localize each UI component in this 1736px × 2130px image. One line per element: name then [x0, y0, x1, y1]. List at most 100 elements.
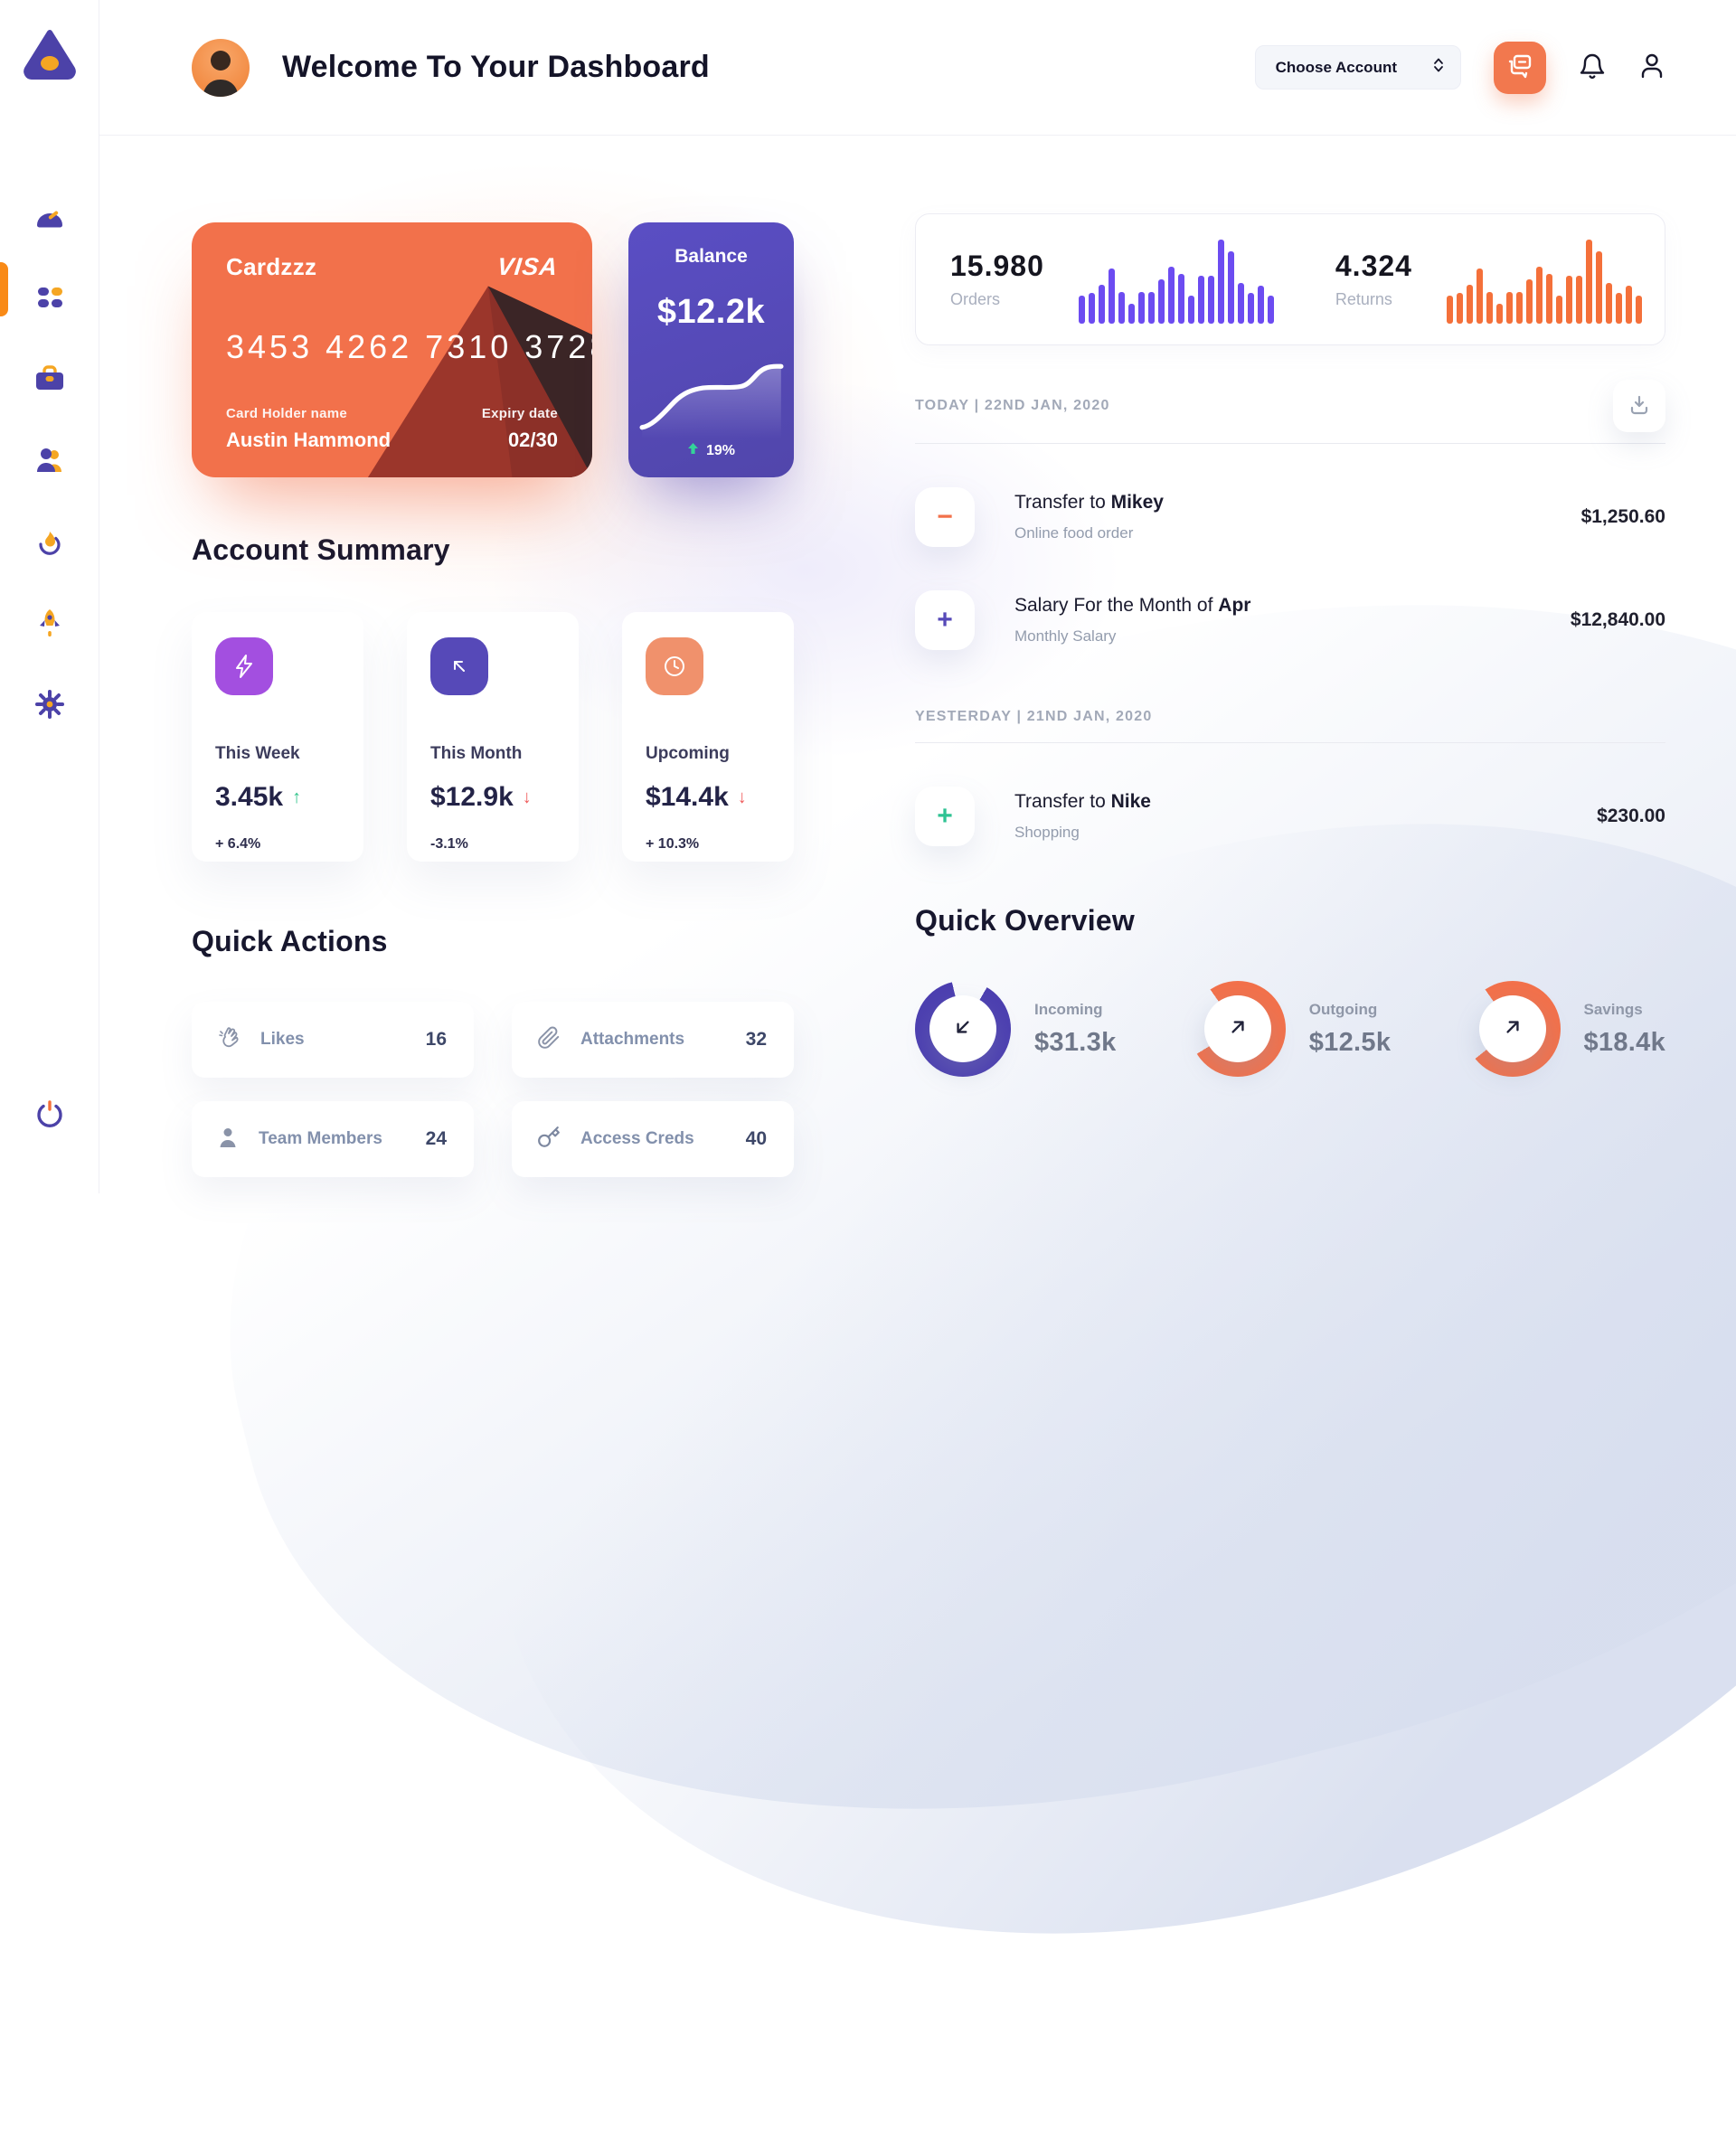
person-icon	[217, 1126, 239, 1154]
quick-action-label: Access Creds	[580, 1129, 694, 1148]
quick-action-team-members[interactable]: Team Members 24	[192, 1101, 474, 1177]
sidebar-nav	[32, 202, 68, 721]
avatar[interactable]	[192, 38, 250, 97]
sidebar-item-work[interactable]	[32, 364, 68, 395]
orders-returns-card: 15.980 Orders 4.324 Returns	[915, 213, 1665, 345]
sidebar-item-settings[interactable]	[32, 689, 68, 722]
balance-delta: 19%	[705, 442, 736, 458]
choose-account-select[interactable]: Choose Account	[1254, 45, 1461, 90]
summary-card-this-week: This Week 3.45k ↑ + 6.4%	[192, 612, 363, 862]
choose-account-label: Choose Account	[1275, 58, 1397, 76]
overview-label: Savings	[1583, 1000, 1643, 1018]
sidebar	[0, 0, 99, 1193]
transaction-row-salary[interactable]: + Salary For the Month of Apr Monthly Sa…	[915, 590, 1665, 650]
account-summary-title: Account Summary	[192, 533, 450, 566]
transaction-title: Transfer to Nike	[1014, 791, 1151, 812]
overview-value: $31.3k	[1034, 1027, 1117, 1057]
outgoing-donut	[1189, 981, 1286, 1077]
sidebar-item-apps[interactable]	[32, 283, 68, 314]
summary-delta: -3.1%	[430, 836, 468, 852]
paperclip-icon	[537, 1026, 561, 1054]
sidebar-item-launch[interactable]	[32, 608, 68, 639]
returns-bar-chart	[1446, 235, 1642, 324]
transaction-title: Transfer to Mikey	[1014, 492, 1164, 513]
right-column: 15.980 Orders 4.324 Returns TODAY | 22ND…	[915, 136, 1665, 1177]
arrow-up-right-icon	[1501, 1015, 1524, 1043]
transaction-subtitle: Monthly Salary	[1014, 627, 1117, 645]
transaction-subtitle: Shopping	[1014, 824, 1080, 841]
clock-icon	[646, 637, 703, 695]
key-icon	[537, 1126, 561, 1154]
summary-card-this-month: This Month $12.9k ↓ -3.1%	[407, 612, 579, 862]
quick-overview-row: Incoming $31.3k Outgoing $12	[915, 981, 1665, 1077]
transaction-row-nike[interactable]: + Transfer to Nike Shopping $230.00	[915, 787, 1665, 846]
overview-label: Incoming	[1034, 1000, 1103, 1018]
users-icon	[33, 446, 66, 477]
overview-label: Outgoing	[1308, 1000, 1378, 1018]
active-nav-indicator	[0, 262, 8, 316]
summary-label: Upcoming	[646, 744, 730, 763]
summary-value: $14.4k	[646, 782, 729, 812]
overview-savings: Savings $18.4k	[1464, 981, 1666, 1077]
trend-arrow: ↑	[292, 787, 302, 807]
transaction-title: Salary For the Month of Apr	[1014, 595, 1251, 616]
notifications-button[interactable]	[1579, 52, 1606, 83]
incoming-donut	[915, 981, 1011, 1077]
quick-actions-title: Quick Actions	[192, 925, 388, 957]
orders-bar-chart	[1078, 235, 1274, 324]
visa-logo: VISA	[495, 253, 560, 280]
divider	[915, 443, 1665, 444]
sidebar-item-dashboard[interactable]	[32, 202, 68, 232]
rocket-icon	[35, 608, 64, 641]
returns-value: 4.324	[1335, 250, 1412, 282]
download-icon	[1628, 394, 1650, 419]
trend-arrow: ↓	[522, 787, 532, 807]
briefcase-icon	[33, 364, 66, 396]
quick-action-label: Attachments	[580, 1030, 685, 1049]
returns-stat: 4.324 Returns	[1335, 235, 1642, 324]
main-area: Welcome To Your Dashboard Choose Account	[99, 0, 1736, 1193]
quick-action-label: Likes	[260, 1030, 305, 1049]
quick-actions-grid: Likes 16 Attachments 32 Team Members 24	[192, 1002, 794, 1177]
gauge-icon	[33, 203, 66, 232]
card-number: 3453 4262 7310 3728	[226, 328, 592, 365]
messages-button[interactable]	[1494, 41, 1546, 94]
download-button[interactable]	[1613, 380, 1665, 432]
quick-action-likes[interactable]: Likes 16	[192, 1002, 474, 1078]
balance-card[interactable]: Balance $12.2k	[628, 222, 794, 477]
transaction-amount: $12,840.00	[1570, 609, 1665, 630]
triangle-logo-icon	[22, 30, 78, 83]
transaction-subtitle: Online food order	[1014, 524, 1134, 542]
up-arrow-icon	[687, 442, 699, 459]
overview-outgoing: Outgoing $12.5k	[1189, 981, 1392, 1077]
quick-action-label: Team Members	[259, 1129, 382, 1148]
quick-action-access-creds[interactable]: Access Creds 40	[512, 1101, 794, 1177]
sidebar-item-trending[interactable]	[32, 527, 68, 558]
left-column: Cardzzz VISA 3453 4262 7310 3728 Card Ho…	[192, 136, 794, 1177]
savings-donut	[1464, 981, 1561, 1077]
transaction-row-mikey[interactable]: − Transfer to Mikey Online food order $1…	[915, 487, 1665, 547]
sort-chevrons-icon	[1433, 57, 1444, 78]
quick-action-attachments[interactable]: Attachments 32	[512, 1002, 794, 1078]
card-expiry-label: Expiry date	[481, 406, 558, 421]
date-label-yesterday: YESTERDAY | 21ND JAN, 2020	[915, 709, 1153, 724]
credit-card[interactable]: Cardzzz VISA 3453 4262 7310 3728 Card Ho…	[192, 222, 592, 477]
summary-card-upcoming: Upcoming $14.4k ↓ + 10.3%	[622, 612, 794, 862]
summary-value: $12.9k	[430, 782, 514, 812]
transaction-amount: $230.00	[1597, 806, 1665, 826]
quick-action-value: 32	[745, 1029, 767, 1050]
sidebar-item-users[interactable]	[32, 446, 68, 476]
profile-button[interactable]	[1638, 52, 1665, 83]
summary-label: This Month	[430, 744, 523, 763]
gear-icon	[34, 689, 65, 722]
summary-delta: + 6.4%	[215, 836, 261, 852]
summary-delta: + 10.3%	[646, 836, 700, 852]
quick-action-value: 24	[425, 1128, 447, 1149]
clap-icon	[217, 1026, 241, 1054]
logout-button[interactable]	[33, 1098, 66, 1134]
arrow-down-left-icon	[951, 1015, 975, 1043]
app-logo[interactable]	[22, 27, 78, 84]
flame-icon	[34, 527, 65, 559]
overview-incoming: Incoming $31.3k	[915, 981, 1117, 1077]
card-holder-name: Austin Hammond	[226, 429, 392, 451]
